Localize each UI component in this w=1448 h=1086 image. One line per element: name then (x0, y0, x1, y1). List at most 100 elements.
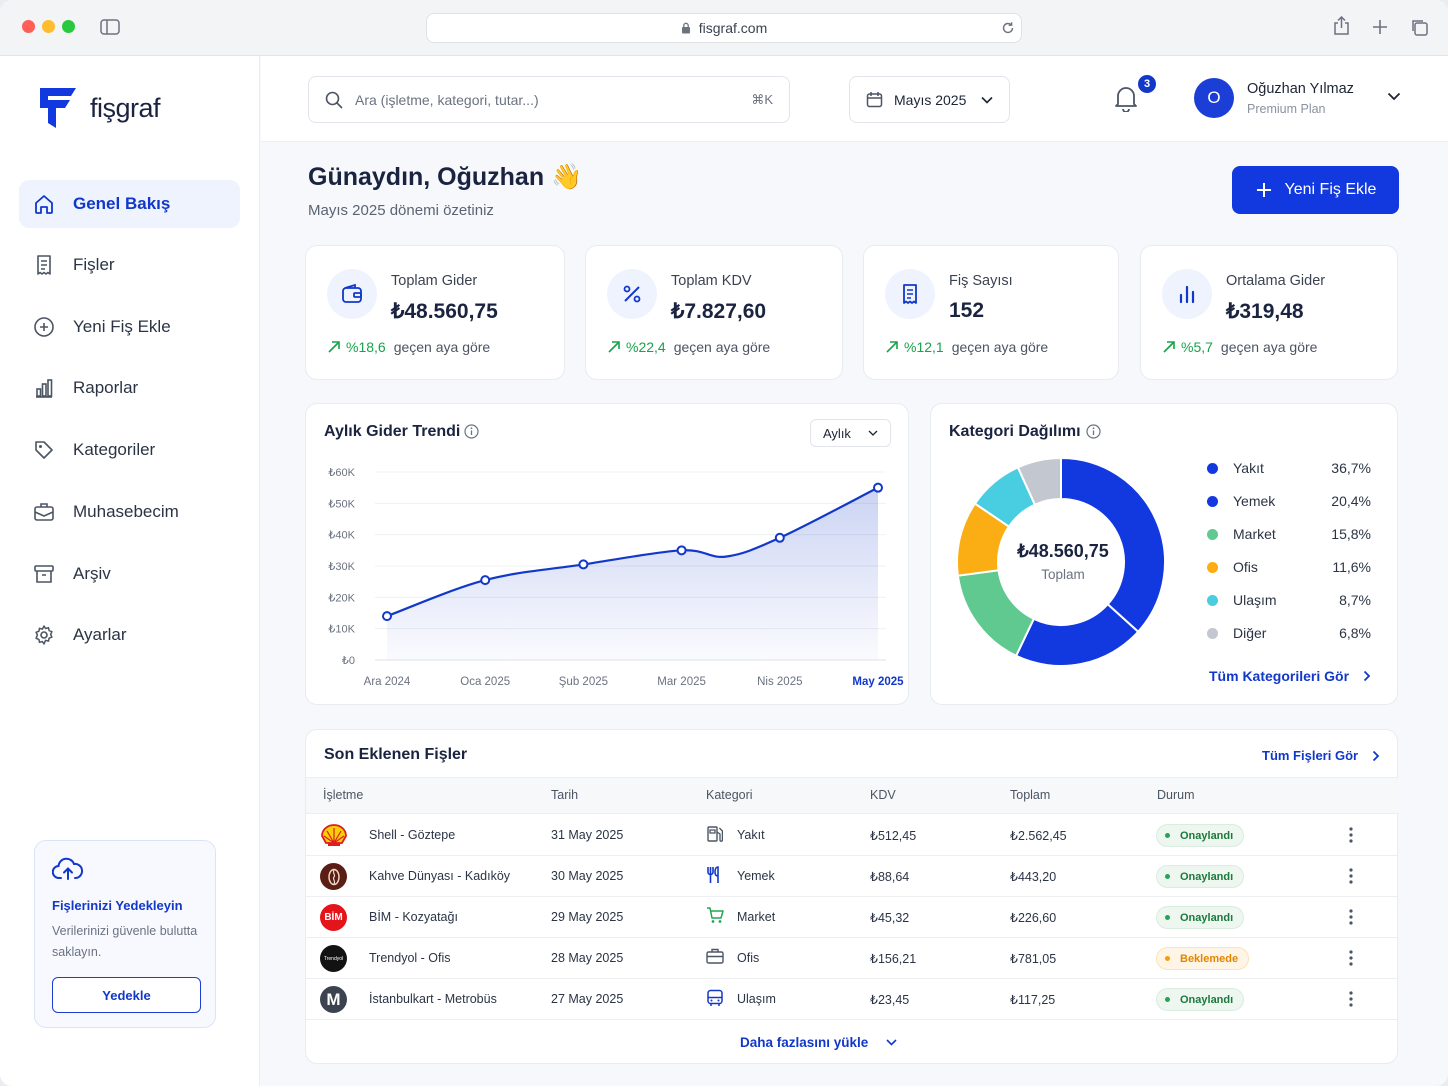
column-header-business[interactable]: İşletme (323, 788, 364, 802)
address-bar[interactable]: fisgraf.com (426, 13, 1022, 43)
status-label: Onaylandı (1180, 829, 1234, 842)
zoom-window-button[interactable] (62, 20, 75, 33)
stat-card-total-expense: Toplam Gider ₺48.560,75 %18,6 geçen aya g… (305, 245, 565, 380)
sidebar-item-arsiv[interactable]: Arşiv (19, 550, 240, 598)
sidebar-item-yeni-fis-ekle[interactable]: Yeni Fiş Ekle (19, 303, 240, 351)
legend-label: Ulaşım (1233, 592, 1277, 608)
stat-value: ₺7.827,60 (671, 300, 767, 323)
load-more-button[interactable]: Daha fazlasını yükle (740, 1035, 897, 1050)
donut-slice (1016, 456, 1062, 506)
column-header-status[interactable]: Durum (1157, 788, 1195, 802)
all-categories-link[interactable]: Tüm Kategorileri Gör (1209, 668, 1371, 684)
more-options-icon[interactable] (1349, 868, 1353, 884)
legend-label: Market (1233, 526, 1276, 542)
all-receipts-link[interactable]: Tüm Fişleri Gör (1262, 748, 1380, 763)
trend-point (578, 559, 589, 570)
legend-value: 11,6% (1332, 559, 1371, 575)
share-icon[interactable] (1333, 16, 1350, 36)
column-header-total[interactable]: Toplam (1010, 788, 1051, 802)
more-options-icon[interactable] (1349, 991, 1353, 1007)
more-options-icon[interactable] (1349, 909, 1353, 925)
info-icon[interactable] (1086, 424, 1101, 439)
fuel-icon (707, 826, 723, 842)
legend-value: 36,7% (1331, 460, 1371, 476)
sidebar-item-genel-bakis[interactable]: Genel Bakış (19, 180, 240, 228)
legend-swatch (1207, 528, 1218, 540)
y-tick-label: ₺40K (328, 530, 355, 542)
donut-slice (1060, 456, 1166, 634)
legend-item: Diğer 6,8% (1207, 625, 1371, 641)
sidebar-item-muhasebecim[interactable]: Muhasebecim (19, 488, 240, 536)
x-tick-label: May 2025 (852, 676, 904, 688)
topbar: Ara (işletme, kategori, tutar...) ⌘K May… (261, 56, 1448, 142)
close-window-button[interactable] (22, 20, 35, 33)
briefcase-icon (706, 948, 724, 964)
column-header-date[interactable]: Tarih (551, 788, 579, 802)
sidebar-item-raporlar[interactable]: Raporlar (19, 364, 240, 412)
bar-chart-icon (1162, 269, 1212, 319)
trend-point (480, 575, 491, 586)
user-menu-chevron-icon[interactable] (1387, 92, 1401, 101)
receipt-date: 29 May 2025 (551, 910, 624, 924)
stat-change-note: geçen aya göre (673, 339, 771, 355)
sidebar-toggle-icon[interactable] (100, 19, 120, 35)
avatar[interactable]: O (1194, 78, 1234, 118)
page-subtitle: Mayıs 2025 dönemi özetiniz (308, 202, 494, 219)
sidebar-item-ayarlar[interactable]: Ayarlar (19, 611, 240, 659)
sidebar-item-fisler[interactable]: Fişler (19, 241, 240, 289)
donut-center-value: ₺48.560,75 (1017, 541, 1109, 561)
add-receipt-button[interactable]: Yeni Fiş Ekle (1232, 166, 1399, 214)
more-options-icon[interactable] (1349, 827, 1353, 843)
table-row[interactable]: BİM BİM - Kozyatağı 29 May 2025 Market ₺… (306, 897, 1398, 938)
status-badge: Beklemede (1156, 947, 1250, 970)
info-icon[interactable] (464, 424, 479, 439)
sidebar-item-kategoriler[interactable]: Kategoriler (19, 426, 240, 474)
bim-logo-icon: BİM (320, 904, 347, 931)
receipt-total: ₺226,60 (1010, 911, 1057, 925)
minimize-window-button[interactable] (42, 20, 55, 33)
column-header-category[interactable]: Kategori (706, 788, 753, 802)
new-tab-icon[interactable] (1372, 19, 1388, 35)
table-row[interactable]: Kahve Dünyası - Kadıköy 30 May 2025 Yeme… (306, 856, 1398, 897)
utensils-icon (707, 866, 719, 883)
chevron-right-icon (1372, 750, 1380, 761)
table-row[interactable]: Shell - Göztepe 31 May 2025 Yakıt ₺512,4… (306, 815, 1398, 856)
bell-icon[interactable] (1113, 84, 1139, 112)
status-badge: Onaylandı (1156, 906, 1245, 929)
table-row[interactable]: M İstanbulkart - Metrobüs 27 May 2025 Ul… (306, 979, 1398, 1020)
status-label: Onaylandı (1180, 911, 1234, 924)
backup-button[interactable]: Yedekle (52, 977, 201, 1013)
stat-change: %5,7 geçen aya göre (1163, 339, 1317, 355)
x-tick-label: Oca 2025 (460, 676, 510, 688)
sidebar-item-label: Yeni Fiş Ekle (73, 317, 171, 336)
column-header-vat[interactable]: KDV (870, 788, 896, 802)
add-receipt-label: Yeni Fiş Ekle (1284, 181, 1377, 198)
app-name: fişgraf (90, 92, 161, 123)
period-select[interactable]: Mayıs 2025 (849, 76, 1010, 123)
legend-label: Diğer (1233, 625, 1267, 641)
stat-value: ₺319,48 (1226, 300, 1304, 323)
table-row[interactable]: Trendyol Trendyol - Ofis 28 May 2025 Ofi… (306, 938, 1398, 979)
trend-area (387, 487, 878, 660)
business-name: Trendyol - Ofis (369, 951, 451, 965)
y-tick-label: ₺60K (328, 467, 355, 479)
reload-icon[interactable] (1001, 21, 1015, 35)
receipt-total: ₺117,25 (1010, 993, 1056, 1007)
app-logo[interactable]: fişgraf (38, 86, 161, 130)
category-donut-chart (956, 456, 1166, 667)
sidebar-item-label: Fişler (73, 255, 115, 274)
search-input[interactable]: Ara (işletme, kategori, tutar...) ⌘K (308, 76, 790, 123)
plus-icon (1256, 183, 1271, 197)
search-placeholder: Ara (işletme, kategori, tutar...) (355, 91, 539, 108)
fisgraf-logo-icon (40, 88, 76, 128)
tabs-overview-icon[interactable] (1410, 18, 1428, 36)
business-name: İstanbulkart - Metrobüs (369, 992, 497, 1006)
more-options-icon[interactable] (1349, 950, 1353, 966)
legend-value: 8,7% (1339, 592, 1371, 608)
user-name[interactable]: Oğuzhan Yılmaz (1247, 81, 1354, 97)
receipt-vat: ₺156,21 (870, 952, 917, 966)
trend-period-select[interactable]: Aylık (810, 419, 891, 447)
backup-card: Fişlerinizi Yedekleyin Verilerinizi güve… (34, 840, 216, 1028)
istanbulkart-logo-icon: M (320, 986, 347, 1013)
stat-change: %22,4 geçen aya göre (608, 339, 770, 355)
